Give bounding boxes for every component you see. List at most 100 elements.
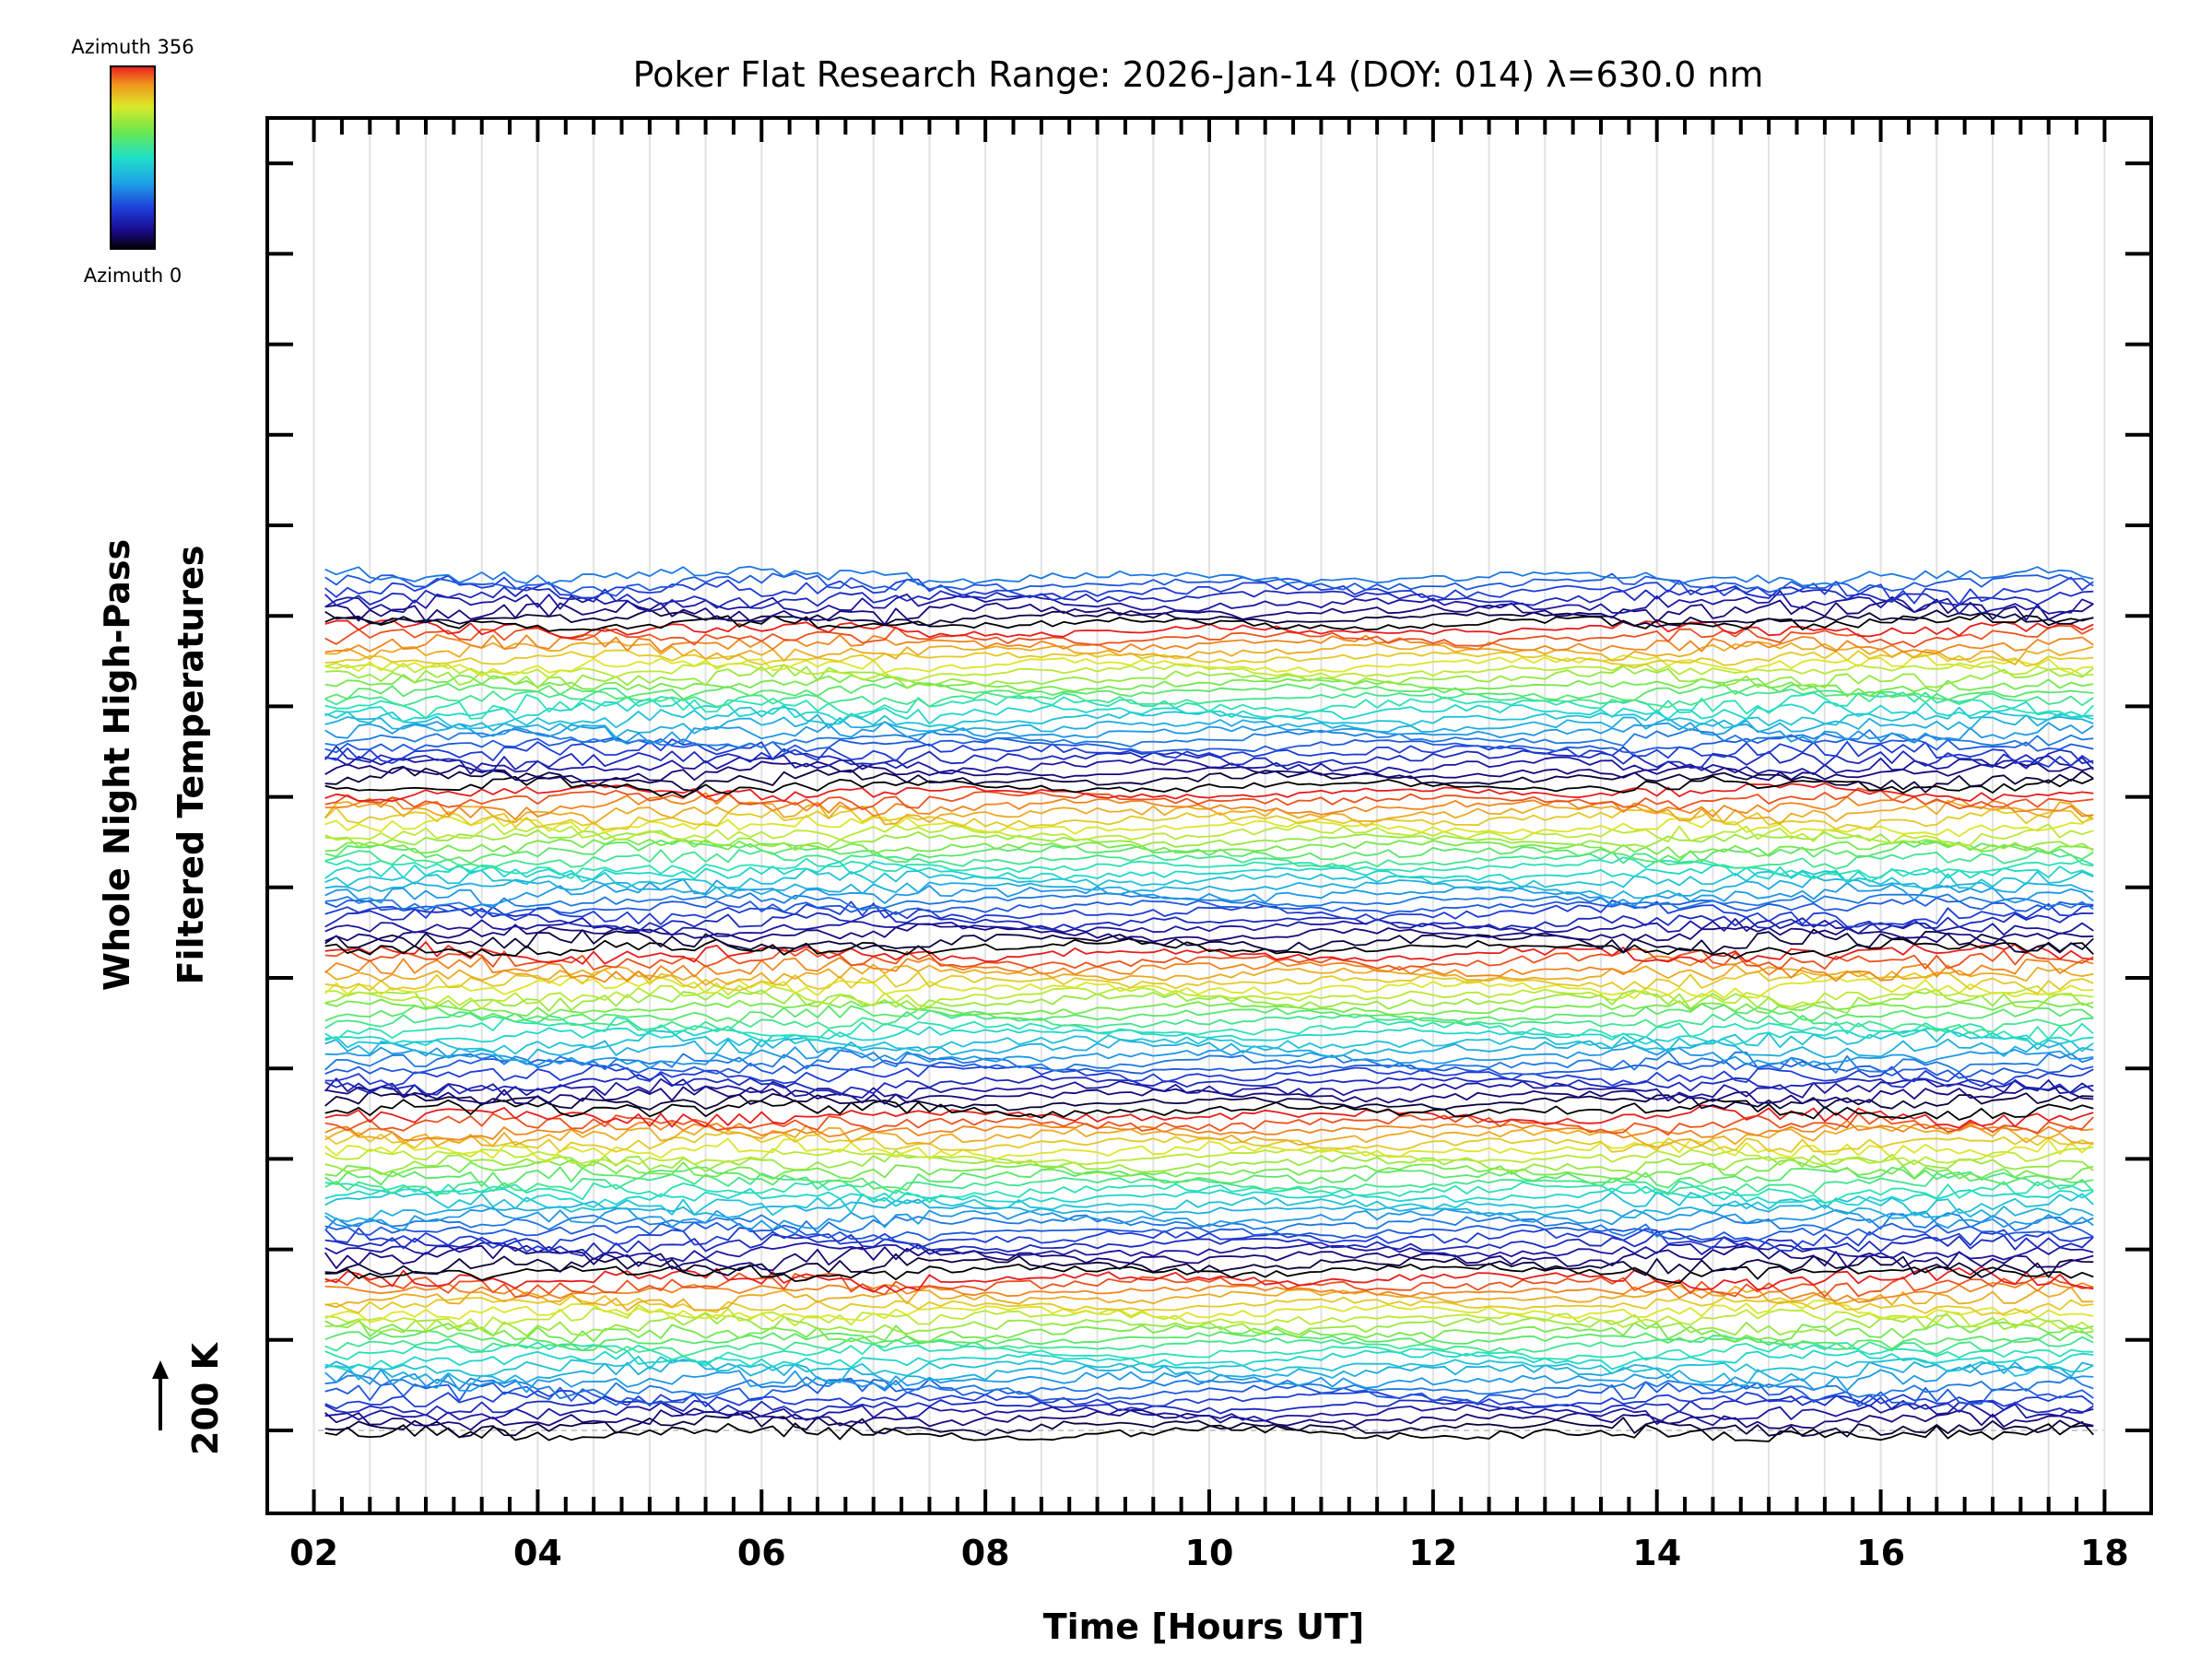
series-line (324, 1280, 2094, 1303)
x-tick-label: 12 (1408, 1533, 1457, 1573)
x-tick-label: 14 (1632, 1533, 1681, 1573)
series-line (324, 849, 2094, 870)
series-line (324, 900, 2094, 928)
series-line (324, 1241, 2094, 1263)
series-line (324, 1400, 2094, 1427)
series-line (324, 947, 2094, 971)
x-tick-label: 18 (2080, 1533, 2129, 1573)
series-line (324, 897, 2094, 916)
series-line (324, 928, 2094, 955)
series-line (324, 1374, 2094, 1400)
series-line (324, 1377, 2094, 1407)
series-line (324, 1171, 2094, 1196)
series-line (324, 838, 2094, 865)
series-line (324, 975, 2094, 1000)
series-line (324, 1198, 2094, 1223)
series-line (324, 662, 2094, 682)
series-line (324, 775, 2094, 798)
series-line (324, 1263, 2094, 1284)
series-line (324, 875, 2094, 900)
series-line (324, 713, 2094, 739)
x-tick-label: 10 (1185, 1533, 1234, 1573)
scale-label: 200 K (185, 1341, 226, 1455)
series-line (324, 787, 2094, 811)
series-line (324, 1036, 2094, 1063)
series-line (324, 941, 2094, 965)
series-line (324, 829, 2094, 852)
colorbar-top-label: Azimuth 356 (71, 36, 194, 58)
series-line (324, 1221, 2094, 1241)
series-line (324, 969, 2094, 994)
series-line (324, 574, 2094, 606)
series-line (324, 590, 2094, 615)
series-line (324, 721, 2094, 744)
series-line (324, 892, 2094, 912)
series-line (324, 681, 2094, 701)
series-line (324, 653, 2094, 677)
series-line (324, 612, 2094, 632)
series-line (324, 674, 2094, 698)
series-line (324, 1119, 2094, 1142)
series-line (324, 1026, 2094, 1046)
series-line (324, 1330, 2094, 1352)
series-line (324, 598, 2094, 626)
plot-frame (265, 116, 2153, 1515)
series-line (324, 1284, 2094, 1312)
series-line (324, 688, 2094, 709)
ticks (269, 120, 2149, 1512)
series-line (324, 792, 2094, 820)
series-line (324, 1410, 2094, 1439)
series-line (324, 691, 2094, 720)
x-tick-label: 02 (289, 1533, 338, 1573)
series-line (324, 1272, 2094, 1299)
series-line (324, 1295, 2094, 1316)
series-line (324, 1077, 2094, 1102)
series-line (324, 1355, 2094, 1378)
series-line (324, 1253, 2094, 1278)
series-line (324, 754, 2094, 776)
series-line (324, 1212, 2094, 1238)
x-tick-label: 06 (737, 1533, 786, 1573)
series-line (324, 1009, 2094, 1035)
series-line (324, 1064, 2094, 1088)
x-tick-label: 04 (513, 1533, 562, 1573)
series-line (324, 1104, 2094, 1129)
series-line (324, 565, 2094, 587)
series-line (324, 1159, 2094, 1181)
x-tick-labels: 02 04 06 08 10 12 14 16 18 (289, 1533, 2129, 1573)
series-line (324, 1244, 2094, 1272)
series-line (324, 1300, 2094, 1324)
colorbar (110, 65, 156, 250)
series-line (324, 1230, 2094, 1257)
series-group (324, 565, 2094, 1442)
series-line (324, 1341, 2094, 1364)
series-line (324, 633, 2094, 654)
series-line (324, 1191, 2094, 1217)
series-line (324, 1185, 2094, 1208)
chart-title: Poker Flat Research Range: 2026-Jan-14 (… (633, 54, 1764, 95)
series-line (324, 1146, 2094, 1167)
series-line (324, 1098, 2094, 1121)
series-line (324, 937, 2094, 959)
series-line (324, 608, 2094, 628)
series-line (324, 806, 2094, 831)
series-line (324, 664, 2094, 689)
y-axis-label-line2: Filtered Temperatures (171, 546, 211, 985)
series-line (324, 982, 2094, 1010)
series-line (324, 1359, 2094, 1387)
series-line (324, 1085, 2094, 1105)
y-axis-label-line1: Whole Night High-Pass (97, 539, 137, 991)
series-line (324, 1137, 2094, 1163)
series-line (324, 1363, 2094, 1394)
series-line (324, 907, 2094, 933)
series-line (324, 1016, 2094, 1041)
series-line (324, 738, 2094, 768)
series-line (324, 988, 2094, 1014)
series-line (324, 1003, 2094, 1024)
series-line (324, 649, 2094, 669)
series-line (324, 745, 2094, 772)
series-line (324, 1073, 2094, 1097)
x-tick-label: 08 (961, 1533, 1010, 1573)
series-line (324, 878, 2094, 907)
x-tick-label: 16 (1856, 1533, 1905, 1573)
